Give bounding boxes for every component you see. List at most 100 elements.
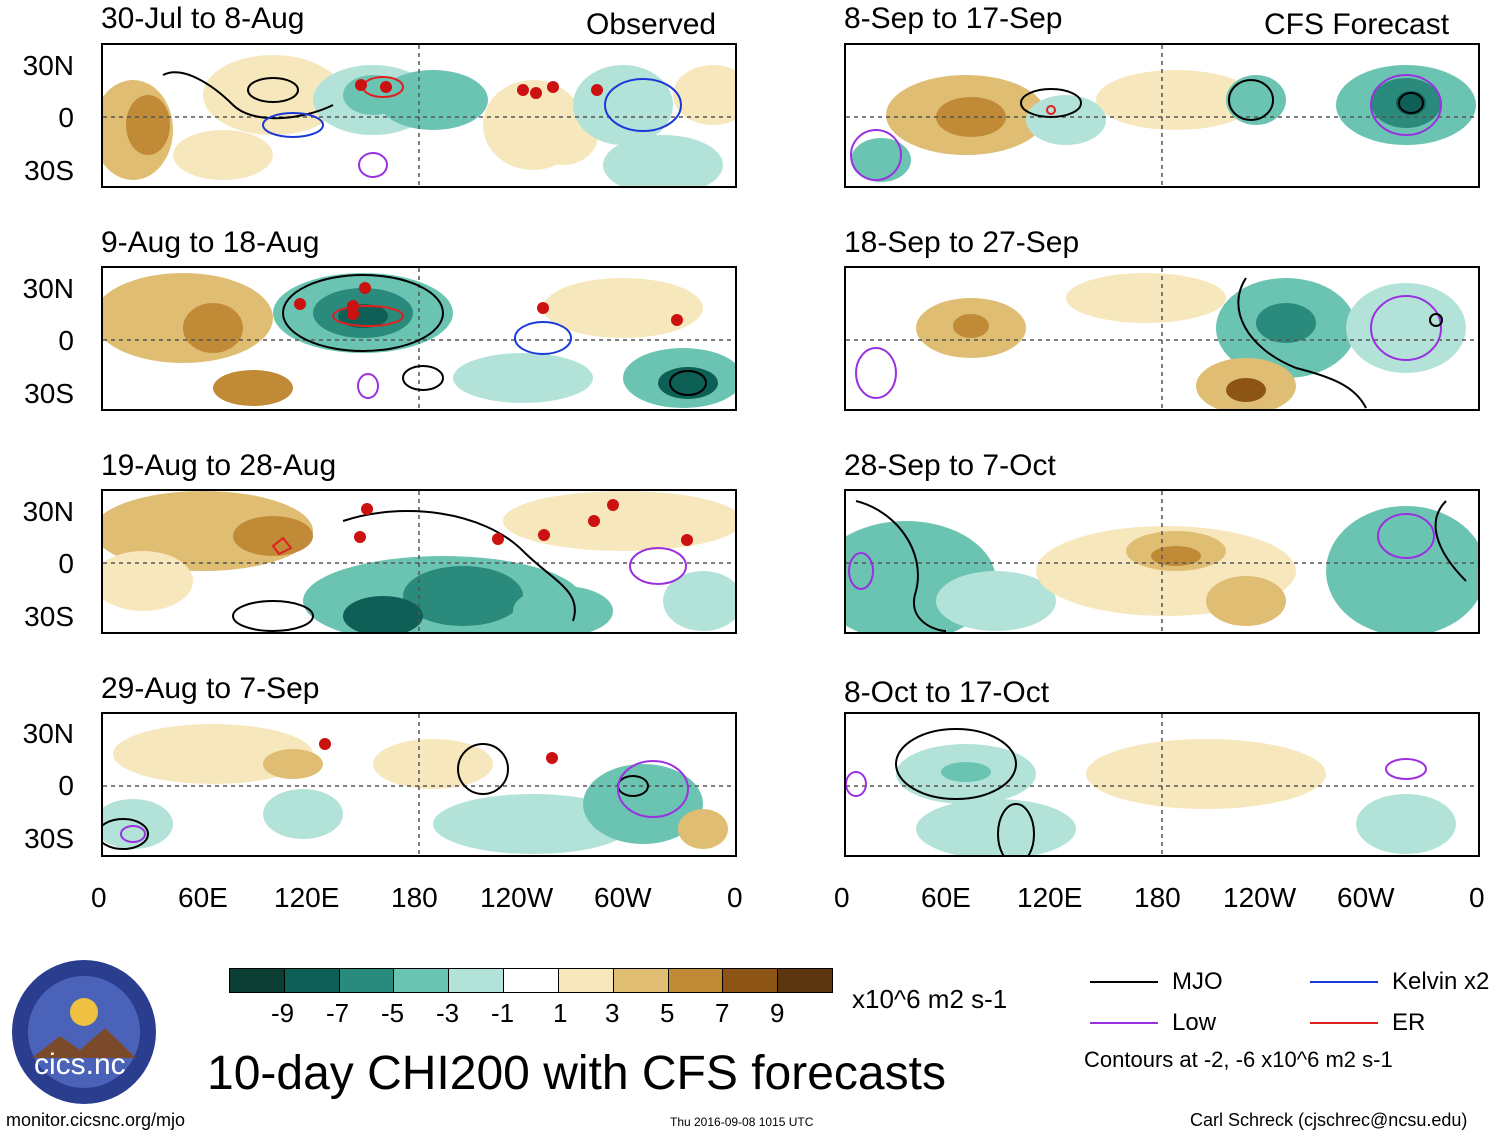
logo-graphic [12, 960, 156, 1104]
lat-label-30s: 30S [24, 155, 74, 186]
lat-label-eq: 0 [58, 325, 74, 356]
colorbar-swatch [230, 969, 285, 992]
panel-title-left-3: 19-Aug to 28-Aug [101, 449, 337, 482]
storm-marker [319, 738, 331, 750]
lon-label: 0 [91, 882, 107, 913]
map-observed-1 [101, 43, 737, 188]
map-forecast-3 [844, 489, 1480, 634]
lat-label-30s: 30S [24, 823, 74, 854]
legend-label-low: Low [1172, 1009, 1217, 1036]
logo-text: cics.nc [34, 1048, 126, 1081]
colorbar-swatch [394, 969, 450, 992]
panel-title-right-4: 8-Oct to 17-Oct [844, 676, 1050, 709]
lon-label: 0 [834, 882, 850, 913]
footer-timestamp: Thu 2016-09-08 1015 UTC [670, 1115, 814, 1129]
panel-title-right-3: 28-Sep to 7-Oct [844, 449, 1056, 482]
storm-marker [607, 499, 619, 511]
colorbar-tick: -1 [491, 998, 515, 1028]
lon-label: 0 [727, 882, 743, 913]
storm-marker [294, 298, 306, 310]
storm-marker [517, 84, 529, 96]
lon-label: 180 [1134, 882, 1181, 913]
colorbar-swatch [284, 969, 340, 992]
lon-label: 120W [1223, 882, 1297, 913]
storm-marker [359, 282, 371, 294]
colorbar-swatch [613, 969, 669, 992]
lat-label-30s: 30S [24, 601, 74, 632]
lon-label: 120W [480, 882, 554, 913]
colorbar-swatch [668, 969, 724, 992]
colorbar-tick: -3 [436, 998, 460, 1028]
lon-label: 60W [1337, 882, 1395, 913]
legend-swatch-mjo [1090, 981, 1158, 983]
observed-label: Observed [586, 8, 717, 41]
footer-url[interactable]: monitor.cicsnc.org/mjo [6, 1110, 186, 1130]
colorbar-tick: -9 [271, 998, 295, 1028]
lon-label: 180 [391, 882, 438, 913]
colorbar-tick: 9 [770, 998, 785, 1028]
legend-label-mjo: MJO [1172, 968, 1223, 995]
footer-credit: Carl Schreck (cjschrec@ncsu.edu) [1190, 1110, 1468, 1130]
colorbar-swatch [449, 969, 505, 992]
storm-marker [355, 79, 367, 91]
panel-title-left-1: 30-Jul to 8-Aug [101, 2, 305, 35]
storm-marker [681, 534, 693, 546]
lon-label: 0 [1469, 882, 1485, 913]
colorbar-tick: -7 [326, 998, 350, 1028]
legend-swatch-er [1310, 1022, 1378, 1024]
legend-label-kelvin: Kelvin x2 [1392, 968, 1490, 995]
lon-label: 60W [594, 882, 652, 913]
legend-swatch-low [1090, 1022, 1158, 1024]
colorbar-swatch [723, 969, 779, 992]
map-observed-3 [101, 489, 737, 634]
colorbar-units: x10^6 m2 s-1 [852, 984, 1008, 1014]
lat-label-30s: 30S [24, 378, 74, 409]
colorbar-swatch [558, 969, 614, 992]
storm-marker [347, 308, 359, 320]
lat-label-30n: 30N [22, 718, 74, 749]
map-observed-4 [101, 712, 737, 857]
lat-label-eq: 0 [58, 102, 74, 133]
lon-label: 120E [1017, 882, 1083, 913]
colorbar-tick: 1 [553, 998, 568, 1028]
colorbar-swatch [778, 969, 832, 992]
storm-marker [588, 515, 600, 527]
storm-marker [492, 533, 504, 545]
contours-note: Contours at -2, -6 x10^6 m2 s-1 [1084, 1047, 1393, 1072]
map-forecast-1 [844, 43, 1480, 188]
storm-marker [530, 87, 542, 99]
panel-title-left-4: 29-Aug to 7-Sep [101, 672, 320, 705]
colorbar-swatch [339, 969, 395, 992]
panel-title-right-1: 8-Sep to 17-Sep [844, 2, 1063, 35]
lon-label: 60E [178, 882, 228, 913]
storm-marker [547, 81, 559, 93]
storm-marker [537, 302, 549, 314]
lon-label: 60E [921, 882, 971, 913]
legend-swatch-kelvin [1310, 981, 1378, 983]
storm-marker [546, 752, 558, 764]
panel-title-right-2: 18-Sep to 27-Sep [844, 226, 1080, 259]
storm-marker [361, 503, 373, 515]
lon-label: 120E [274, 882, 340, 913]
storm-marker [671, 314, 683, 326]
cfs-forecast-label: CFS Forecast [1264, 8, 1450, 41]
legend-label-er: ER [1392, 1009, 1426, 1036]
colorbar [229, 968, 833, 993]
lat-label-eq: 0 [58, 770, 74, 801]
panel-title-left-2: 9-Aug to 18-Aug [101, 226, 320, 259]
lat-label-30n: 30N [22, 273, 74, 304]
map-forecast-4 [844, 712, 1480, 857]
lat-label-30n: 30N [22, 50, 74, 81]
lat-label-eq: 0 [58, 548, 74, 579]
lat-label-30n: 30N [22, 496, 74, 527]
storm-marker [354, 531, 366, 543]
colorbar-tick: 7 [715, 998, 730, 1028]
storm-marker [380, 81, 392, 93]
map-observed-2 [101, 266, 737, 411]
colorbar-tick: 3 [605, 998, 620, 1028]
colorbar-tick: -5 [381, 998, 405, 1028]
main-title: 10-day CHI200 with CFS forecasts [207, 1047, 946, 1100]
colorbar-swatch [504, 969, 559, 992]
map-forecast-2 [844, 266, 1480, 411]
colorbar-tick: 5 [660, 998, 675, 1028]
